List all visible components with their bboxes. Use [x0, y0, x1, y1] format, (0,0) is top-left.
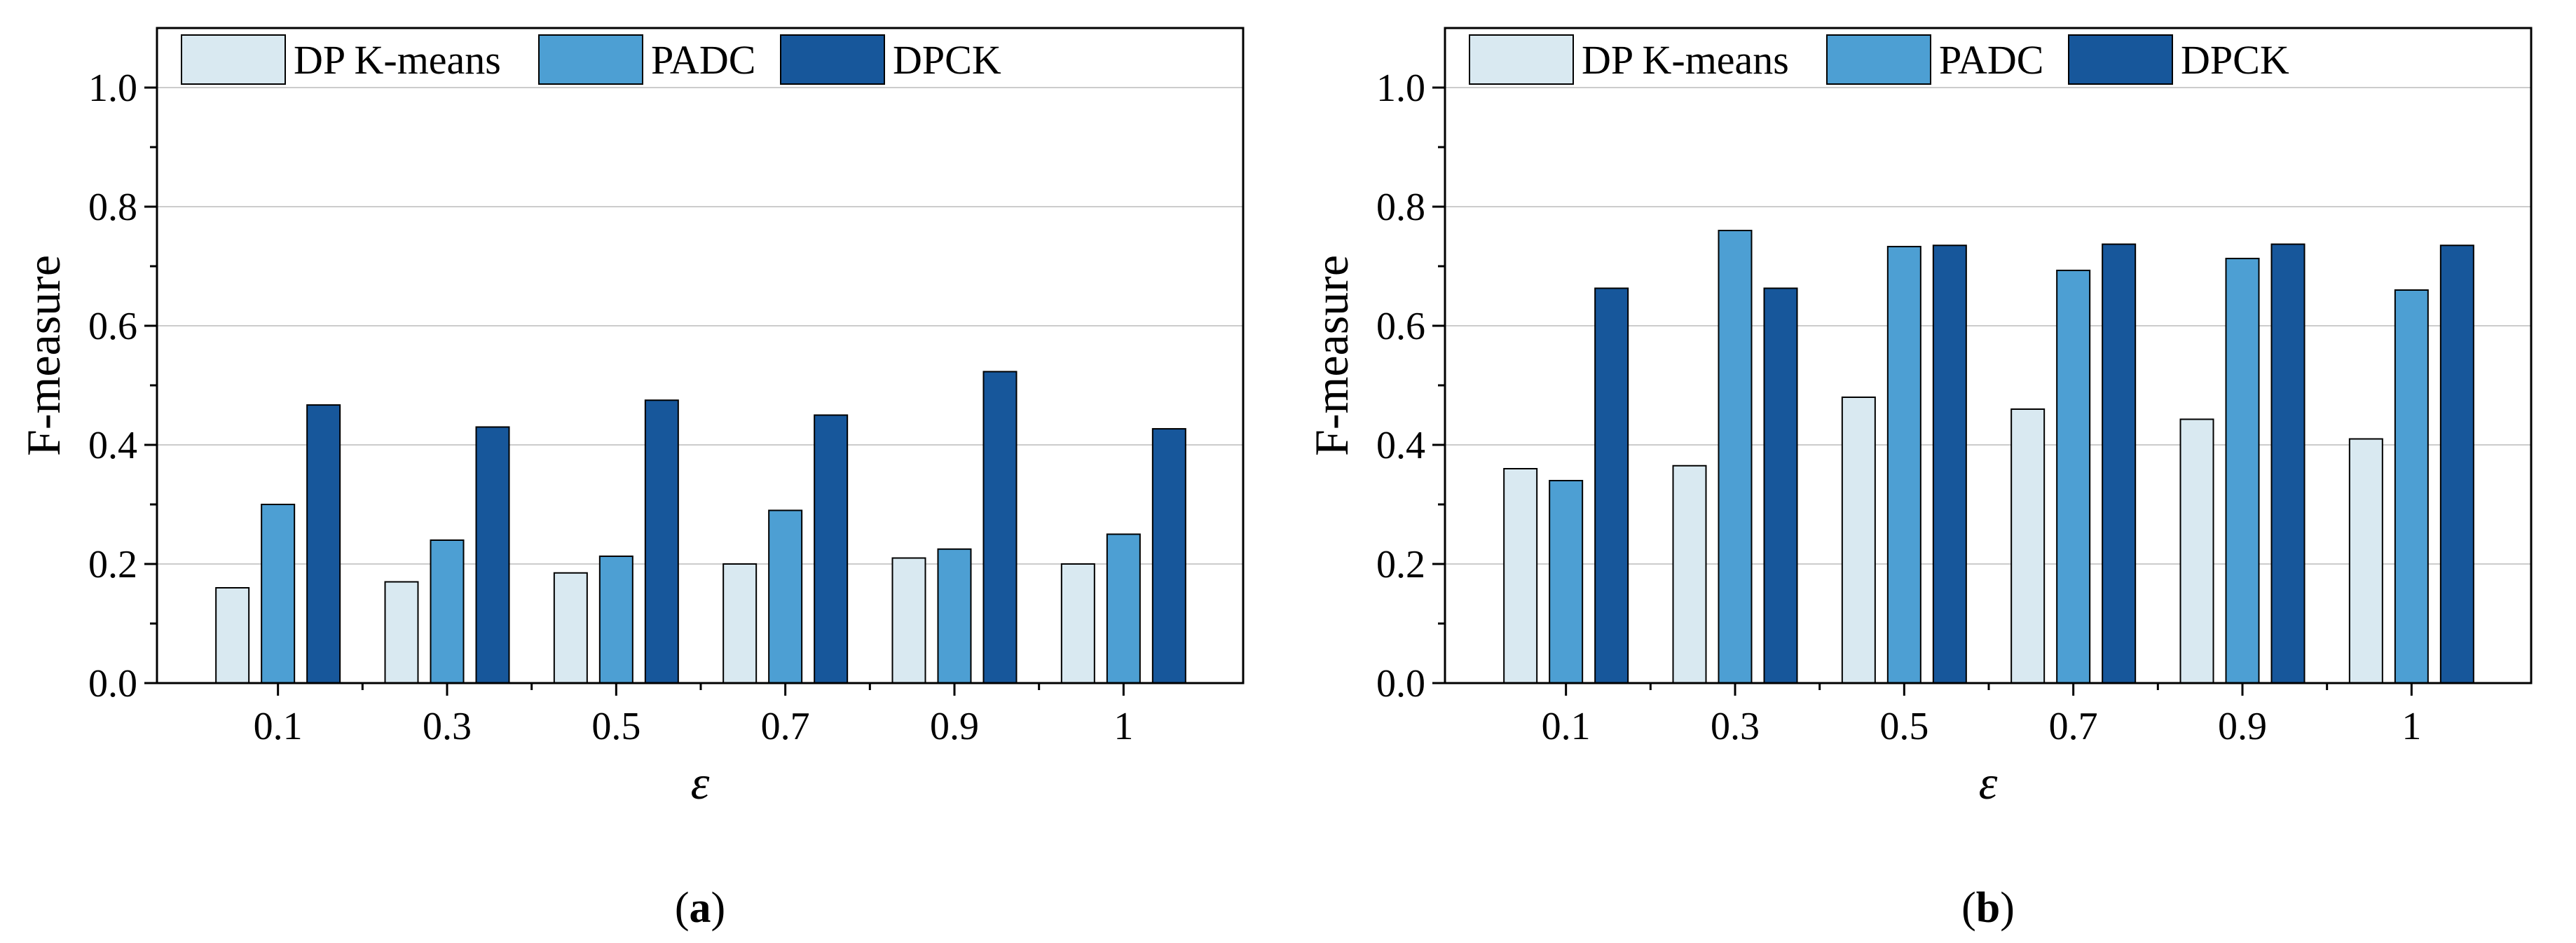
x-tick-label: 0.5: [1879, 705, 1928, 748]
bar-dpck-0.1: [306, 404, 341, 684]
y-axis: 0.0 0.2 0.4 0.6 0.8 1.0: [88, 67, 157, 705]
legend-swatch-padc: [538, 34, 643, 85]
panel-caption: (b): [1961, 884, 2015, 932]
legend-label-padc: PADC: [1939, 37, 2043, 83]
bar-dp-k-means-0.3: [384, 581, 419, 684]
x-tick-label: 0.9: [930, 705, 979, 748]
x-axis: 0.1 0.3 0.5 0.7 0.9 1: [1542, 683, 2421, 748]
bar-padc-0.5: [598, 555, 633, 684]
chart-panel-b: 0.0 0.2 0.4 0.6 0.8 1.0 0.1 0.3 0.5 0.7 0.9 1 ε F-mea…: [1305, 27, 2533, 932]
x-tick-label: 1: [2402, 705, 2421, 748]
panel-label: b: [1976, 884, 2000, 932]
legend-label-dp-k-means: DP K-means: [1582, 37, 1789, 83]
bars: [215, 371, 1186, 684]
x-tick-label: 0.7: [761, 705, 810, 748]
bar-padc-0.7: [768, 509, 803, 684]
legend-swatch-dpck: [780, 34, 885, 85]
bar-dpck-0.7: [814, 414, 849, 684]
y-axis-title: F-measure: [17, 255, 70, 456]
y-tick-label: 0.0: [88, 662, 137, 705]
bar-dpck-0.5: [644, 399, 679, 684]
bar-dpck-0.5: [1932, 245, 1967, 684]
bar-dp-k-means-0.1: [215, 587, 250, 684]
bar-dp-k-means-0.9: [2179, 418, 2214, 684]
bar-padc-0.9: [2225, 257, 2260, 684]
bar-dp-k-means-0.3: [1672, 464, 1707, 684]
y-tick-label: 0.8: [1376, 186, 1425, 229]
bar-padc-0.3: [1718, 230, 1753, 684]
y-axis: 0.0 0.2 0.4 0.6 0.8 1.0: [1376, 67, 1445, 705]
bar-dpck-0.9: [2270, 243, 2306, 684]
bar-padc-0.1: [1549, 480, 1584, 684]
y-tick-label: 0.6: [88, 305, 137, 348]
bar-dp-k-means-0.7: [722, 563, 758, 684]
y-tick-label: 0.8: [88, 186, 137, 229]
legend-swatch-padc: [1826, 34, 1931, 85]
bar-dp-k-means-0.5: [553, 572, 588, 684]
x-tick-label: 1: [1114, 705, 1133, 748]
bar-dp-k-means-1: [1060, 563, 1095, 684]
y-tick-label: 1.0: [88, 67, 137, 110]
chart-panel-a: 0.0 0.2 0.4 0.6 0.8 1.0 0.1 0.3 0.5 0.7 0.9 1 ε F-mea…: [17, 27, 1245, 932]
bar-padc-0.5: [1886, 245, 1921, 684]
bar-dpck-0.3: [475, 426, 510, 684]
y-tick-label: 0.4: [1376, 424, 1425, 467]
bar-dp-k-means-0.5: [1841, 397, 1876, 684]
bars: [1503, 230, 2474, 684]
bar-dpck-0.1: [1594, 287, 1629, 684]
bar-padc-0.1: [261, 504, 296, 684]
bar-dp-k-means-0.7: [2010, 408, 2046, 684]
x-axis: 0.1 0.3 0.5 0.7 0.9 1: [254, 683, 1133, 748]
bar-dpck-0.7: [2102, 243, 2137, 684]
legend-label-dpck: DPCK: [893, 37, 1001, 83]
x-tick-label: 0.1: [254, 705, 303, 748]
x-tick-label: 0.1: [1542, 705, 1591, 748]
y-tick-label: 0.2: [1376, 543, 1425, 586]
bar-dp-k-means-0.9: [891, 557, 926, 684]
x-axis-title: ε: [1979, 756, 1998, 809]
x-tick-label: 0.3: [423, 705, 472, 748]
bar-padc-1: [2394, 289, 2429, 684]
bar-dpck-1: [2439, 245, 2474, 684]
y-tick-label: 0.0: [1376, 662, 1425, 705]
y-tick-label: 0.6: [1376, 305, 1425, 348]
legend-label-padc: PADC: [651, 37, 755, 83]
panel-label: a: [690, 884, 711, 932]
legend-label-dpck: DPCK: [2181, 37, 2289, 83]
bar-padc-1: [1106, 533, 1141, 684]
bar-padc-0.3: [430, 539, 465, 684]
bar-dp-k-means-0.1: [1503, 468, 1538, 684]
bar-padc-0.9: [937, 548, 972, 684]
bar-dpck-0.3: [1763, 287, 1798, 684]
y-tick-label: 0.2: [88, 543, 137, 586]
bar-dpck-0.9: [982, 371, 1018, 684]
x-tick-label: 0.7: [2049, 705, 2098, 748]
legend-swatch-dpck: [2068, 34, 2173, 85]
panel-caption: (a): [675, 884, 725, 932]
x-tick-label: 0.9: [2218, 705, 2267, 748]
y-axis-title: F-measure: [1305, 255, 1358, 456]
x-axis-title: ε: [691, 756, 710, 809]
bar-padc-0.7: [2056, 269, 2091, 684]
legend: DP K-means PADC DPCK: [181, 34, 1001, 85]
legend: DP K-means PADC DPCK: [1469, 34, 2289, 85]
x-tick-label: 0.3: [1711, 705, 1760, 748]
y-tick-label: 1.0: [1376, 67, 1425, 110]
x-tick-label: 0.5: [591, 705, 640, 748]
legend-swatch-dp-k-means: [181, 34, 286, 85]
legend-swatch-dp-k-means: [1469, 34, 1574, 85]
y-tick-label: 0.4: [88, 424, 137, 467]
bar-dp-k-means-1: [2348, 438, 2383, 684]
legend-label-dp-k-means: DP K-means: [294, 37, 501, 83]
bar-dpck-1: [1151, 428, 1186, 684]
